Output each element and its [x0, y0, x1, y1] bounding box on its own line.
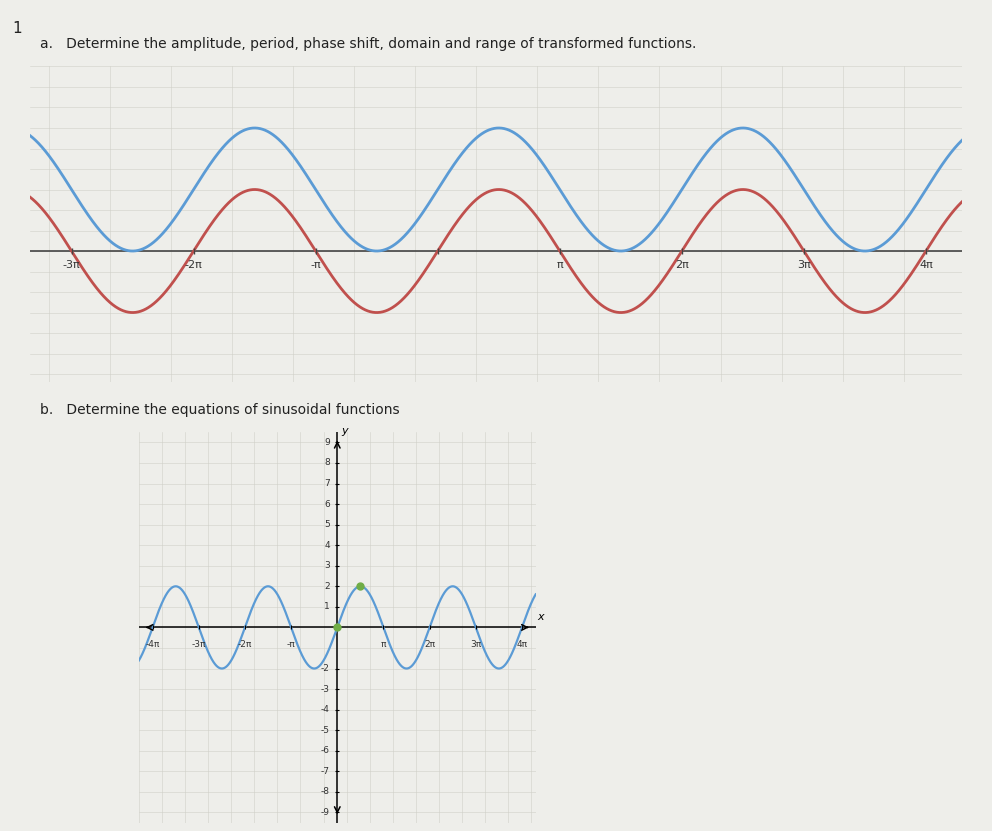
Text: 1: 1	[324, 602, 330, 612]
Text: -π: -π	[287, 640, 296, 649]
Text: π: π	[557, 260, 563, 270]
Text: 1: 1	[12, 21, 22, 36]
Text: 3: 3	[324, 561, 330, 570]
Text: 8: 8	[324, 459, 330, 468]
Text: 6: 6	[324, 499, 330, 509]
Text: x: x	[538, 612, 545, 622]
Text: 9: 9	[324, 438, 330, 447]
Text: -π: -π	[310, 260, 321, 270]
Text: -5: -5	[321, 725, 330, 735]
Text: 4: 4	[324, 541, 330, 549]
Text: 2π: 2π	[424, 640, 435, 649]
Text: 2: 2	[324, 582, 330, 591]
Text: y: y	[341, 426, 347, 436]
Text: -3π: -3π	[191, 640, 206, 649]
Text: π: π	[381, 640, 386, 649]
Text: -4: -4	[321, 706, 330, 714]
Text: 4π: 4π	[920, 260, 932, 270]
Text: 5: 5	[324, 520, 330, 529]
Text: -3π: -3π	[62, 260, 80, 270]
Text: -8: -8	[321, 787, 330, 796]
Text: -2: -2	[321, 664, 330, 673]
Text: b.   Determine the equations of sinusoidal functions: b. Determine the equations of sinusoidal…	[40, 403, 400, 417]
Text: -7: -7	[321, 767, 330, 776]
Text: -4π: -4π	[146, 640, 160, 649]
Text: -3: -3	[321, 685, 330, 694]
Text: -2π: -2π	[238, 640, 252, 649]
Text: a.   Determine the amplitude, period, phase shift, domain and range of transform: a. Determine the amplitude, period, phas…	[40, 37, 696, 52]
Text: -2π: -2π	[185, 260, 202, 270]
Text: 7: 7	[324, 479, 330, 488]
Text: 4π: 4π	[517, 640, 528, 649]
Text: 3π: 3π	[470, 640, 481, 649]
Text: -9: -9	[321, 808, 330, 817]
Text: 2π: 2π	[675, 260, 688, 270]
Text: -6: -6	[321, 746, 330, 755]
Text: 3π: 3π	[798, 260, 810, 270]
